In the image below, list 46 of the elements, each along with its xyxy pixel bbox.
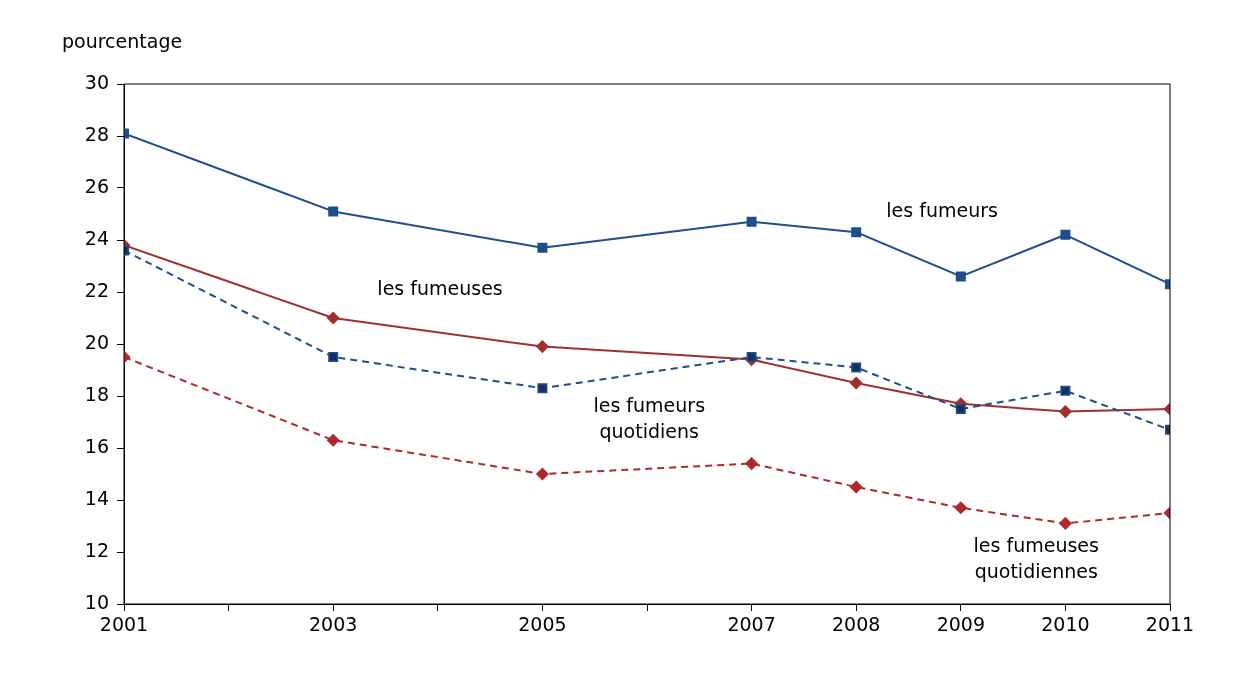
y-tick-label: 12 (84, 538, 109, 561)
point (328, 352, 339, 362)
point (851, 227, 862, 238)
point (537, 242, 548, 253)
series-label: les fumeuses quotidiennes (973, 534, 1099, 582)
point (1060, 385, 1071, 396)
point (849, 480, 863, 494)
y-tick-label: 18 (84, 382, 109, 405)
y-tick-label: 30 (84, 70, 109, 93)
x-tick-label: 2008 (832, 613, 881, 636)
point (955, 271, 966, 282)
point (1059, 405, 1072, 418)
point (955, 404, 966, 414)
point (1060, 229, 1071, 240)
y-tick-label: 26 (84, 174, 109, 197)
x-tick-label: 2001 (99, 613, 149, 636)
series-label: les fumeurs (886, 198, 998, 221)
point (537, 383, 548, 394)
point (954, 501, 968, 515)
point (326, 433, 340, 447)
point (328, 206, 339, 217)
series-label: les fumeurs quotidiens (593, 393, 706, 442)
y-tick-label: 16 (84, 434, 109, 457)
x-tick-label: 2010 (1041, 613, 1090, 636)
point (851, 362, 862, 373)
y-tick-label: 28 (84, 122, 109, 145)
x-tick-label: 2003 (309, 613, 358, 636)
point (746, 216, 757, 227)
y-axis-title: pourcentage (62, 30, 183, 52)
y-tick-label: 10 (84, 590, 109, 613)
point (536, 340, 549, 353)
point (849, 376, 863, 390)
series-label: les fumeuses (377, 276, 503, 299)
y-tick-label: 24 (84, 226, 109, 249)
point (1059, 517, 1072, 530)
y-tick-label: 14 (84, 486, 109, 509)
x-tick-label: 2007 (727, 613, 776, 636)
x-tick-label: 2005 (518, 613, 567, 636)
x-tick-label: 2009 (936, 613, 985, 636)
point (746, 352, 757, 362)
y-tick-label: 20 (84, 330, 109, 353)
point (536, 467, 549, 481)
x-tick-label: 2011 (1145, 613, 1195, 636)
point (745, 457, 758, 470)
y-tick-label: 22 (84, 278, 109, 301)
point (326, 311, 340, 325)
